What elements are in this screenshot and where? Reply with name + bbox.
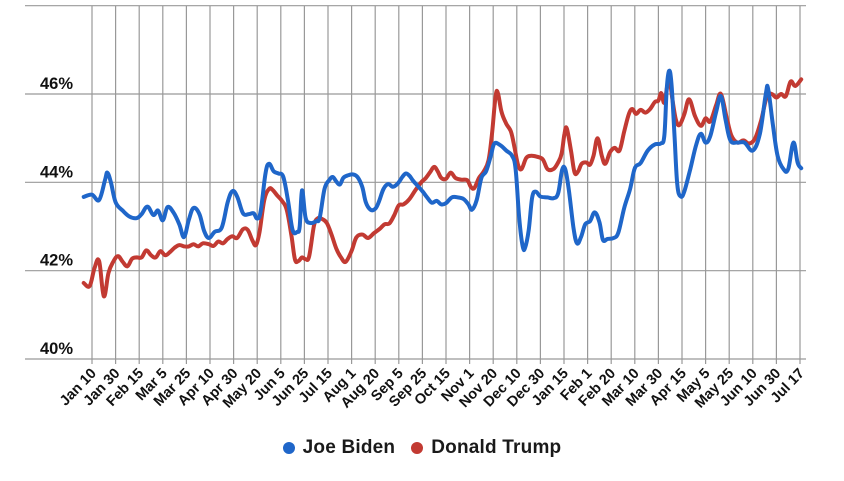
legend-item-joe-biden[interactable]: Joe Biden bbox=[282, 437, 396, 459]
series-line-donald-trump bbox=[81, 77, 804, 299]
y-axis-label: 42% bbox=[40, 252, 73, 270]
series-line-joe-biden bbox=[81, 68, 804, 253]
y-axis-label: 44% bbox=[40, 163, 73, 181]
trump-series-dot bbox=[411, 442, 424, 454]
chart-legend: Joe Biden Donald Trump bbox=[0, 437, 844, 459]
biden-series-dot bbox=[282, 442, 295, 454]
y-axis-label: 46% bbox=[40, 75, 73, 93]
trump-series-label: Donald Trump bbox=[431, 437, 562, 458]
y-axis-label: 40% bbox=[40, 340, 73, 358]
biden-series-label: Joe Biden bbox=[302, 437, 396, 458]
legend-item-donald-trump[interactable]: Donald Trump bbox=[411, 437, 561, 459]
